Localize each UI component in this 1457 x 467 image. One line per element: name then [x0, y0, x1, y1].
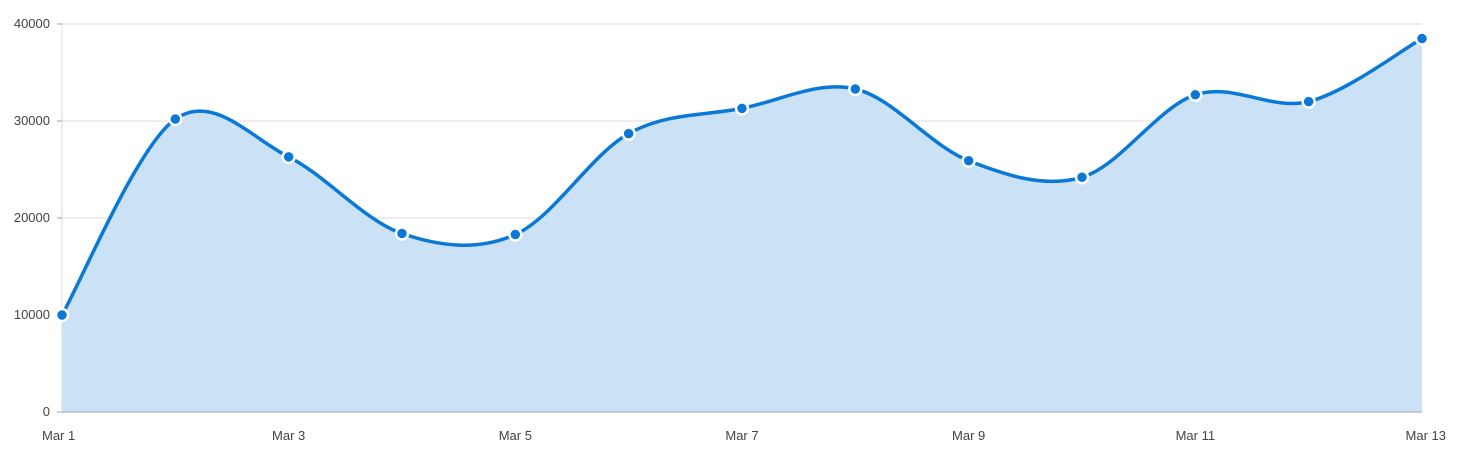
data-point[interactable]	[1076, 171, 1088, 183]
data-point[interactable]	[849, 83, 861, 95]
x-tick-label: Mar 5	[499, 428, 532, 443]
data-point[interactable]	[509, 228, 521, 240]
y-tick-label: 30000	[14, 113, 50, 128]
y-tick-label: 0	[43, 404, 50, 419]
y-tick-label: 40000	[14, 16, 50, 31]
x-tick-label: Mar 9	[952, 428, 985, 443]
x-tick-label: Mar 1	[42, 428, 75, 443]
data-point[interactable]	[623, 128, 635, 140]
x-tick-label: Mar 13	[1406, 428, 1446, 443]
y-tick-label: 20000	[14, 210, 50, 225]
x-tick-label: Mar 7	[725, 428, 758, 443]
series-area	[62, 39, 1422, 412]
data-point[interactable]	[56, 309, 68, 321]
data-point[interactable]	[963, 155, 975, 167]
data-point[interactable]	[1416, 33, 1428, 45]
data-point[interactable]	[1189, 89, 1201, 101]
x-tick-label: Mar 11	[1176, 428, 1216, 443]
data-point[interactable]	[169, 113, 181, 125]
data-point[interactable]	[283, 151, 295, 163]
y-tick-label: 10000	[14, 307, 50, 322]
x-axis-ticks: Mar 1 Mar 3 Mar 5 Mar 7 Mar 9 Mar 11 Mar 13	[42, 428, 1446, 443]
x-tick-label: Mar 3	[272, 428, 305, 443]
data-point[interactable]	[736, 102, 748, 114]
y-axis-ticks: 0 10000 20000 30000 40000	[14, 16, 62, 419]
area-fill	[62, 39, 1422, 412]
data-point[interactable]	[1303, 96, 1315, 108]
data-point[interactable]	[396, 228, 408, 240]
